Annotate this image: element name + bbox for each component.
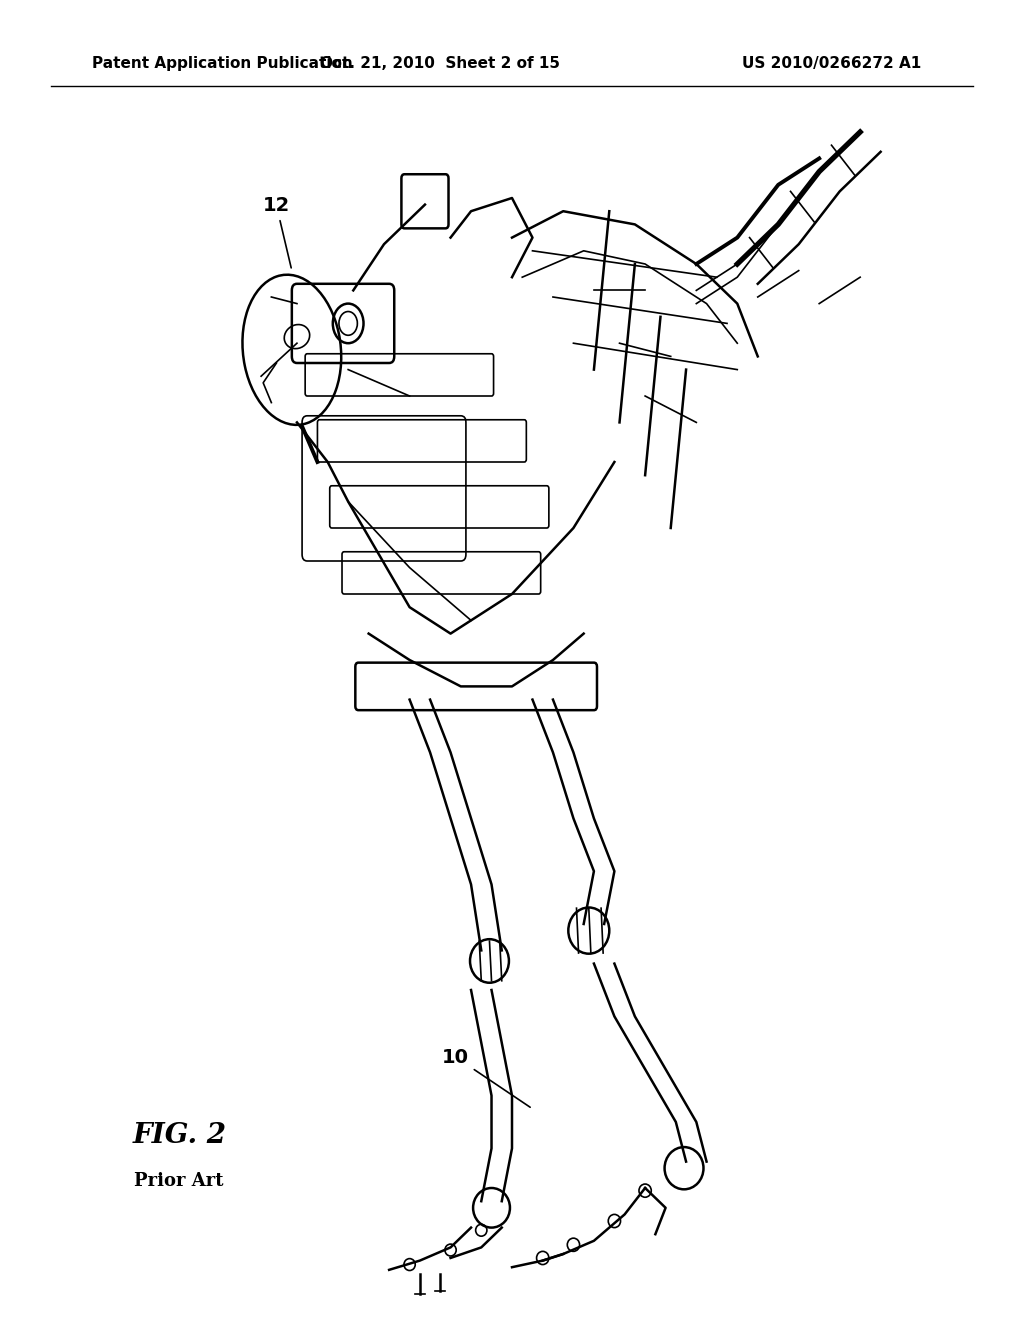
Text: FIG. 2: FIG. 2 xyxy=(132,1122,226,1148)
Text: Prior Art: Prior Art xyxy=(134,1172,224,1191)
Text: 10: 10 xyxy=(442,1048,530,1107)
Text: 12: 12 xyxy=(263,197,291,268)
Text: US 2010/0266272 A1: US 2010/0266272 A1 xyxy=(742,55,922,71)
Text: Patent Application Publication: Patent Application Publication xyxy=(92,55,353,71)
Text: Oct. 21, 2010  Sheet 2 of 15: Oct. 21, 2010 Sheet 2 of 15 xyxy=(321,55,560,71)
